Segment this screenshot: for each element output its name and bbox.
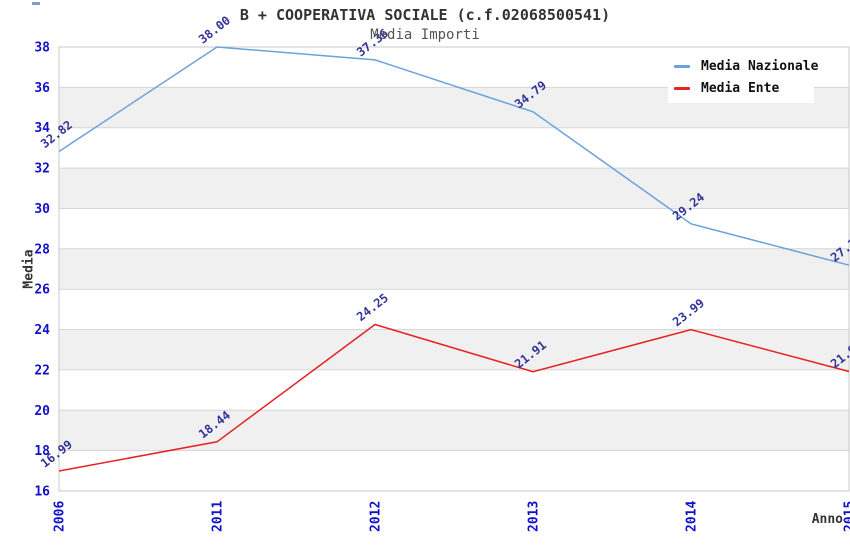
x-tick-label: 2015 <box>843 501 850 532</box>
plot-band <box>59 329 849 370</box>
legend-swatch-red-line-icon <box>674 86 690 90</box>
plot-border <box>58 46 850 492</box>
y-tick-label: 16 <box>34 485 50 500</box>
y-tick-label: 36 <box>34 81 50 96</box>
plot-band <box>59 168 849 209</box>
legend-item-media-ente: Media Ente <box>674 77 814 99</box>
y-tick-label: 34 <box>34 121 50 136</box>
y-tick-label: 26 <box>34 283 50 298</box>
y-tick-label: 30 <box>34 202 50 217</box>
chart-subtitle: Media Importi <box>370 27 480 43</box>
legend-label-media-nazionale: Media Nazionale <box>701 58 819 74</box>
plot-band <box>59 248 849 290</box>
y-axis-title: Media <box>21 249 37 289</box>
y-tick-label: 22 <box>34 363 50 378</box>
y-tick-label: 24 <box>34 323 50 338</box>
series-line-media-ente <box>58 323 850 472</box>
data-label: 24.25 <box>354 291 391 324</box>
legend: Media Nazionale Media Ente <box>668 53 818 103</box>
data-label: 23.99 <box>670 296 707 329</box>
y-tick-label: 38 <box>34 41 50 56</box>
x-tick-label: 2011 <box>211 501 226 532</box>
x-tick-label: 2014 <box>685 501 700 532</box>
y-tick-label: 32 <box>34 162 50 177</box>
x-tick-label: 2006 <box>53 501 68 532</box>
y-tick-label: 18 <box>34 444 50 459</box>
y-tick-label: 28 <box>34 242 50 257</box>
series-line-media-nazionale <box>58 46 850 266</box>
chart-title: B + COOPERATIVA SOCIALE (c.f.02068500541… <box>239 6 611 24</box>
stray-mark <box>32 2 40 5</box>
x-tick-label: 2013 <box>527 501 542 532</box>
x-tick-label: 2012 <box>369 501 384 532</box>
y-tick-label: 20 <box>34 404 50 419</box>
legend-swatch-blue-line-icon <box>674 64 690 68</box>
x-axis-title: Anno <box>811 512 843 527</box>
legend-label-media-ente: Media Ente <box>701 80 780 96</box>
legend-item-media-nazionale: Media Nazionale <box>674 55 818 77</box>
plot-band <box>59 410 849 451</box>
